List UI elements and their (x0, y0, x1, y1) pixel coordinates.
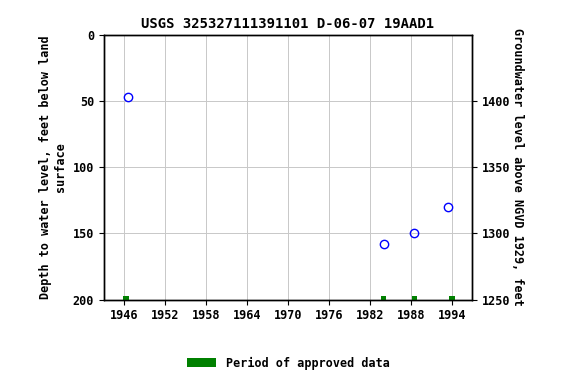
Y-axis label: Depth to water level, feet below land
surface: Depth to water level, feet below land su… (39, 35, 67, 299)
Title: USGS 325327111391101 D-06-07 19AAD1: USGS 325327111391101 D-06-07 19AAD1 (142, 17, 434, 31)
Bar (123, 296, 129, 300)
Bar (449, 296, 454, 300)
Legend: Period of approved data: Period of approved data (182, 352, 394, 374)
Bar (412, 296, 417, 300)
Y-axis label: Groundwater level above NGVD 1929, feet: Groundwater level above NGVD 1929, feet (511, 28, 524, 306)
Bar (381, 296, 386, 300)
